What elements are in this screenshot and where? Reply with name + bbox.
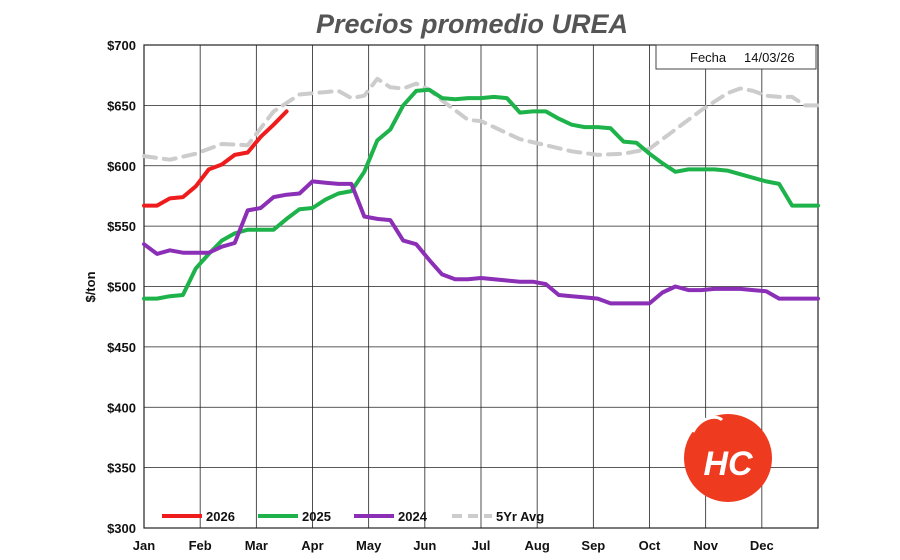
y-axis-ticks: $300 $350 $400 $450 $500 $550 $600 $650 $700 [107,38,136,536]
date-box: Fecha 14/03/26 [655,44,817,70]
x-tick-label: Jul [472,538,491,553]
y-tick-label: $600 [107,159,136,174]
hc-logo: HC [684,414,772,502]
date-box-label: Fecha [690,50,727,65]
legend: 2026 2025 2024 5Yr Avg [162,509,544,524]
legend-label: 2026 [206,509,235,524]
x-tick-label: Aug [525,538,550,553]
legend-label: 5Yr Avg [496,509,544,524]
x-tick-label: May [356,538,382,553]
x-tick-label: Oct [639,538,661,553]
series-line-2024 [142,179,820,306]
series-line-5yr-avg [142,76,820,162]
legend-label: 2024 [398,509,428,524]
logo-text: HC [703,445,753,483]
y-tick-label: $300 [107,521,136,536]
date-box-value: 14/03/26 [744,50,795,65]
y-tick-label: $700 [107,38,136,53]
legend-label: 2025 [302,509,331,524]
x-tick-label: Apr [301,538,323,553]
y-axis-label: $/ton [83,271,98,302]
series-line-2025 [142,87,820,301]
series-lines [142,76,820,306]
x-tick-label: Nov [693,538,718,553]
y-tick-label: $400 [107,400,136,415]
x-tick-label: Dec [750,538,774,553]
x-tick-label: Jun [413,538,436,553]
y-tick-label: $350 [107,461,136,476]
x-tick-label: Mar [245,538,268,553]
y-tick-label: $550 [107,219,136,234]
x-tick-label: Feb [189,538,212,553]
x-axis-ticks: Jan Feb Mar Apr May Jun Jul Aug Sep Oct Nov Dec [133,538,774,553]
x-tick-label: Sep [581,538,605,553]
series-line-2026 [142,109,289,208]
y-tick-label: $500 [107,280,136,295]
y-tick-label: $450 [107,340,136,355]
chart-title: Precios promedio UREA [316,9,628,39]
x-tick-label: Jan [133,538,155,553]
y-tick-label: $650 [107,98,136,113]
